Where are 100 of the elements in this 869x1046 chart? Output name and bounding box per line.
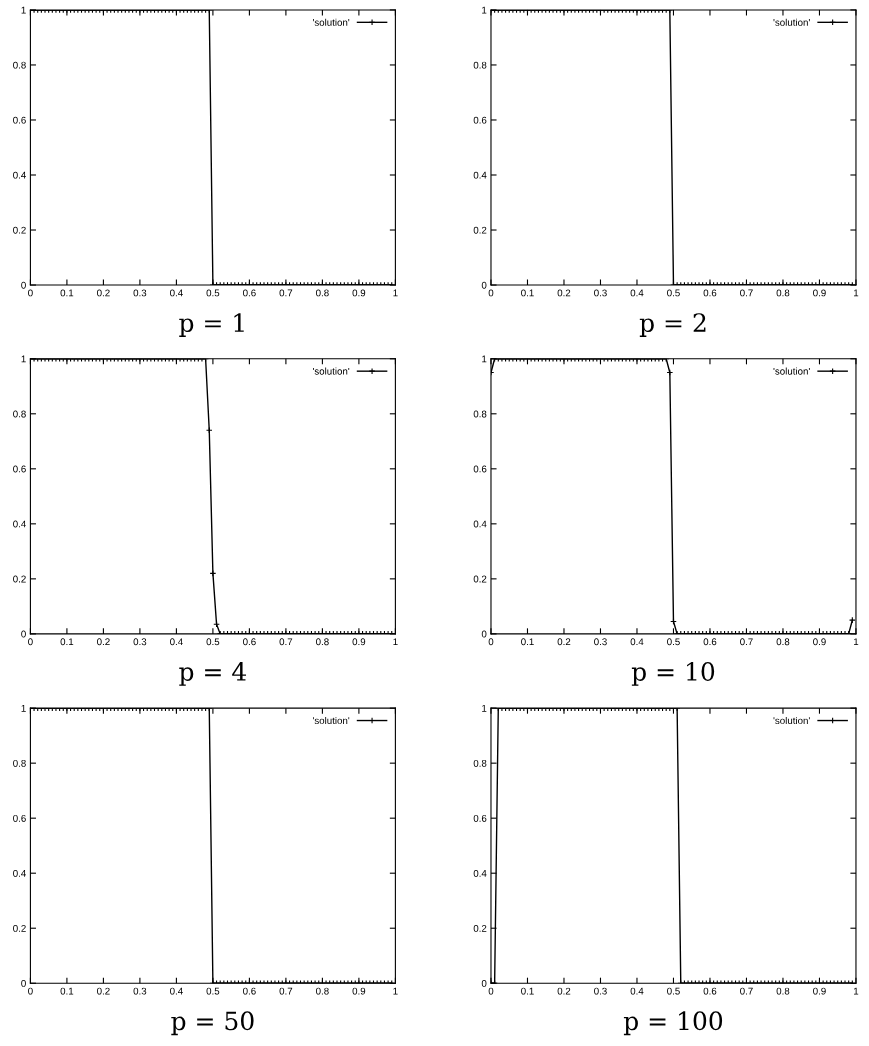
- y-tick-label: 0.6: [473, 814, 487, 822]
- x-tick-label: 0.4: [170, 638, 183, 646]
- x-tick-label: 0.7: [740, 289, 753, 297]
- x-tick-label: 0.5: [667, 987, 680, 995]
- x-tick-label: 0.9: [813, 987, 826, 995]
- x-tick-label: 0.1: [521, 289, 534, 297]
- x-tick-label: 1: [854, 638, 859, 646]
- x-tick-label: 0.1: [60, 289, 74, 297]
- x-tick-label: 0.7: [279, 638, 293, 646]
- x-tick-label: 0.3: [133, 289, 147, 297]
- y-tick-label: 0.2: [13, 924, 26, 932]
- y-tick-label: 1: [21, 704, 26, 712]
- x-tick-label: 0.1: [60, 987, 74, 995]
- y-tick-label: 0: [21, 281, 26, 289]
- y-tick-label: 0.6: [13, 116, 26, 124]
- x-tick-label: 0.8: [316, 638, 329, 646]
- x-tick-label: 0.2: [97, 289, 110, 297]
- x-tick-label: 0.3: [594, 638, 607, 646]
- x-tick-label: 0.7: [279, 987, 293, 995]
- x-tick-label: 1: [393, 289, 398, 297]
- y-tick-label: 0.4: [13, 869, 26, 877]
- x-tick-label: 0.2: [97, 638, 110, 646]
- y-tick-label: 0.8: [13, 410, 26, 418]
- y-tick-label: 0: [21, 630, 26, 638]
- x-tick-label: 0: [28, 638, 33, 646]
- x-tick-label: 0.9: [352, 289, 366, 297]
- y-tick-label: 1: [21, 6, 26, 14]
- x-tick-label: 0.4: [630, 289, 644, 297]
- legend-label: 'solution': [773, 367, 810, 375]
- x-tick-label: 0.8: [776, 987, 790, 995]
- text: p = 4: [179, 662, 247, 686]
- x-tick-label: 0.7: [740, 987, 753, 995]
- x-tick-label: 0.7: [740, 638, 753, 646]
- y-tick-label: 0.6: [13, 465, 26, 473]
- x-tick-label: 0.1: [521, 638, 534, 646]
- x-tick-label: 1: [393, 638, 398, 646]
- x-tick-label: 0: [488, 289, 494, 297]
- x-tick-label: 0.4: [630, 638, 644, 646]
- x-tick-label: 0.6: [703, 289, 717, 297]
- y-tick-label: 0.6: [13, 814, 26, 822]
- x-tick-label: 0.7: [279, 289, 293, 297]
- y-tick-label: 0.2: [13, 226, 26, 234]
- x-tick-label: 0.4: [170, 289, 183, 297]
- x-tick-label: 0.6: [243, 638, 256, 646]
- y-tick-label: 1: [482, 6, 487, 14]
- x-tick-label: 0: [488, 638, 494, 646]
- x-tick-label: 0.5: [206, 638, 220, 646]
- y-tick-label: 0.6: [473, 116, 487, 124]
- x-tick-label: 0.8: [316, 289, 329, 297]
- y-tick-label: 0.6: [473, 465, 487, 473]
- x-tick-label: 1: [393, 987, 398, 995]
- x-tick-label: 0.2: [97, 987, 110, 995]
- legend-label: 'solution': [312, 18, 350, 26]
- x-tick-label: 0.6: [243, 987, 256, 995]
- y-tick-label: 0.8: [13, 61, 26, 69]
- x-tick-label: 0.2: [557, 987, 571, 995]
- x-tick-label: 0: [488, 987, 494, 995]
- x-tick-label: 0.9: [813, 289, 826, 297]
- x-tick-label: 0.5: [206, 289, 220, 297]
- y-tick-label: 0: [21, 979, 26, 987]
- y-tick-label: 0.8: [473, 61, 487, 69]
- y-tick-label: 0: [481, 979, 487, 987]
- y-tick-label: 0.4: [13, 520, 26, 528]
- x-tick-label: 0.9: [352, 987, 366, 995]
- y-tick-label: 0.4: [473, 171, 487, 179]
- text: p = 100: [623, 1011, 723, 1036]
- x-tick-label: 1: [854, 289, 859, 297]
- x-tick-label: 0.5: [667, 289, 680, 297]
- x-tick-label: 0: [28, 289, 33, 297]
- x-tick-label: 0.8: [776, 638, 790, 646]
- x-tick-label: 0.6: [243, 289, 256, 297]
- x-tick-label: 0.1: [60, 638, 74, 646]
- legend-label: 'solution': [773, 716, 810, 725]
- y-tick-label: 0: [481, 630, 487, 638]
- x-tick-label: 0.8: [316, 987, 329, 995]
- y-tick-label: 1: [21, 355, 26, 363]
- text: p = 1: [179, 313, 244, 337]
- x-tick-label: 0.6: [703, 987, 717, 995]
- y-tick-label: 1: [482, 355, 487, 363]
- text: p = 50: [171, 1011, 254, 1036]
- legend-label: 'solution': [312, 367, 350, 375]
- y-tick-label: 0.4: [13, 171, 26, 179]
- y-tick-label: 0.2: [473, 575, 487, 583]
- x-tick-label: 0.3: [133, 638, 147, 646]
- x-tick-label: 0.3: [133, 987, 147, 995]
- x-tick-label: 0.3: [594, 289, 607, 297]
- y-tick-label: 0: [481, 281, 487, 289]
- y-tick-label: 0.4: [473, 520, 487, 528]
- y-tick-label: 1: [482, 704, 487, 712]
- x-tick-label: 0.2: [557, 289, 571, 297]
- y-tick-label: 0.8: [473, 759, 487, 767]
- legend-label: 'solution': [312, 716, 350, 725]
- y-tick-label: 0.2: [473, 226, 487, 234]
- x-tick-label: 0.2: [557, 638, 571, 646]
- text: p = 2: [639, 313, 706, 337]
- y-tick-label: 0.8: [473, 410, 487, 418]
- y-tick-label: 0.2: [473, 924, 487, 932]
- x-tick-label: 0: [28, 987, 33, 995]
- y-tick-label: 0.8: [13, 759, 26, 767]
- legend-label: 'solution': [773, 18, 810, 26]
